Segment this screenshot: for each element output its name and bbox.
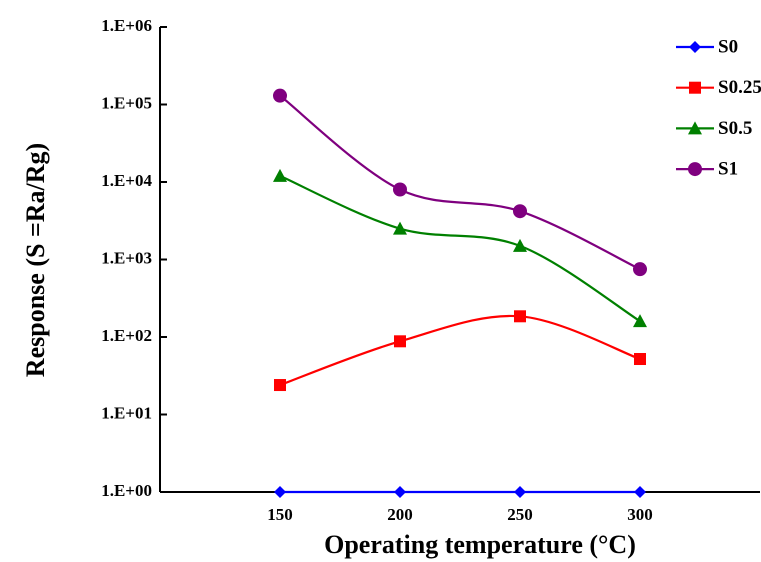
series <box>273 88 647 277</box>
marker <box>688 121 702 135</box>
marker <box>273 168 287 182</box>
marker <box>689 81 701 94</box>
marker <box>513 238 527 252</box>
y-tick-label: 1.E+00 <box>101 481 152 500</box>
marker <box>634 486 646 498</box>
marker <box>689 41 701 53</box>
x-tick-label: 150 <box>267 505 293 524</box>
line <box>279 174 641 323</box>
line <box>279 314 641 387</box>
series <box>274 310 646 392</box>
marker <box>274 379 286 392</box>
y-tick-label: 1.E+01 <box>101 403 152 422</box>
x-axis-title: Operating temperature (°C) <box>324 530 636 559</box>
x-tick-label: 300 <box>627 505 653 524</box>
marker <box>273 88 287 103</box>
legend-item: S0.25 <box>676 77 761 98</box>
legend-label: S0.25 <box>718 77 761 98</box>
marker <box>393 221 407 235</box>
y-tick-label: 1.E+06 <box>101 16 152 35</box>
series <box>273 168 647 328</box>
x-tick-label: 200 <box>387 505 413 524</box>
marker <box>514 310 526 323</box>
marker <box>514 486 526 498</box>
y-axis-title: Response (S =Ra/Rg) <box>21 143 50 377</box>
y-tick-label: 1.E+04 <box>101 171 152 190</box>
legend-item: S0.5 <box>676 118 752 139</box>
y-tick-label: 1.E+05 <box>101 93 152 112</box>
series <box>274 486 646 498</box>
marker <box>393 182 407 197</box>
y-tick-label: 1.E+03 <box>101 248 152 267</box>
marker <box>633 314 647 328</box>
line <box>279 94 641 271</box>
legend-item: S0 <box>676 36 738 57</box>
legend-label: S1 <box>718 158 738 179</box>
marker <box>513 204 527 219</box>
marker <box>633 262 647 277</box>
marker <box>394 486 406 498</box>
y-tick-label: 1.E+02 <box>101 326 152 345</box>
x-tick-label: 250 <box>507 505 533 524</box>
legend-label: S0.5 <box>718 118 752 139</box>
marker <box>394 335 406 348</box>
marker <box>274 486 286 498</box>
marker <box>688 162 702 177</box>
legend-item: S1 <box>676 158 738 179</box>
marker <box>634 353 646 366</box>
legend-label: S0 <box>718 36 738 57</box>
